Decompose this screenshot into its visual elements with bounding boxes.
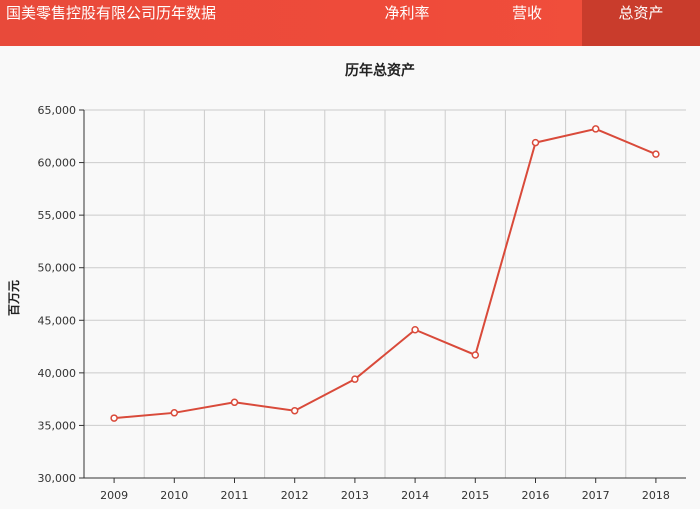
tab-net-margin[interactable]: 净利率: [384, 4, 430, 22]
header-bar: 国美零售控股有限公司历年数据 净利率 营收 总资产: [0, 0, 700, 46]
x-tick-label: 2018: [642, 489, 670, 502]
x-tick-label: 2014: [401, 489, 429, 502]
data-point: [411, 325, 419, 334]
tab-total-assets[interactable]: 总资产: [582, 0, 700, 46]
x-tick-label: 2013: [341, 489, 369, 502]
tab-revenue[interactable]: 营收: [511, 4, 542, 22]
data-point: [531, 138, 540, 147]
series-line: [114, 127, 657, 420]
y-axis-ticks: 30,000 35,000 40,000 45,000 50,000 55,000 60,0…: [38, 104, 84, 485]
x-tick-label: 2016: [522, 489, 550, 502]
data-point: [591, 125, 600, 133]
line-chart: 历年总资产 2009 2010 2011 2012 2013 2014 2015 2016 20…: [7, 62, 686, 502]
y-tick-label: 50,000: [38, 262, 77, 275]
grid: [84, 109, 686, 479]
x-tick-label: 2009: [100, 489, 128, 502]
x-tick-label: 2011: [221, 489, 249, 502]
x-tick-label: 2017: [582, 489, 610, 502]
y-tick-label: 65,000: [38, 104, 77, 117]
data-point: [290, 406, 299, 415]
data-point: [170, 409, 179, 417]
y-axis-label: 百万元: [7, 280, 21, 316]
series: [110, 125, 660, 422]
chart-title: 历年总资产: [345, 62, 415, 79]
y-tick-label: 40,000: [38, 367, 77, 380]
x-tick-label: 2012: [281, 489, 309, 502]
x-tick-label: 2015: [461, 489, 489, 502]
y-tick-label: 35,000: [38, 419, 77, 432]
y-tick-label: 45,000: [38, 314, 77, 327]
data-point: [652, 150, 660, 158]
data-point: [230, 398, 239, 407]
y-tick-label: 55,000: [38, 209, 77, 222]
data-point: [110, 414, 118, 422]
y-tick-label: 60,000: [38, 157, 77, 170]
axes: [83, 110, 686, 479]
app-title: 国美零售控股有限公司历年数据: [6, 4, 217, 22]
y-tick-label: 30,000: [38, 472, 77, 485]
data-point: [351, 375, 359, 383]
x-tick-label: 2010: [160, 489, 188, 502]
chart-panel: 历年总资产 2009 2010 2011 2012 2013 2014 2015 2016 20…: [0, 46, 700, 509]
data-point: [471, 351, 480, 359]
x-axis-ticks: 2009 2010 2011 2012 2013 2014 2015 2016 2017 2018: [100, 478, 670, 502]
